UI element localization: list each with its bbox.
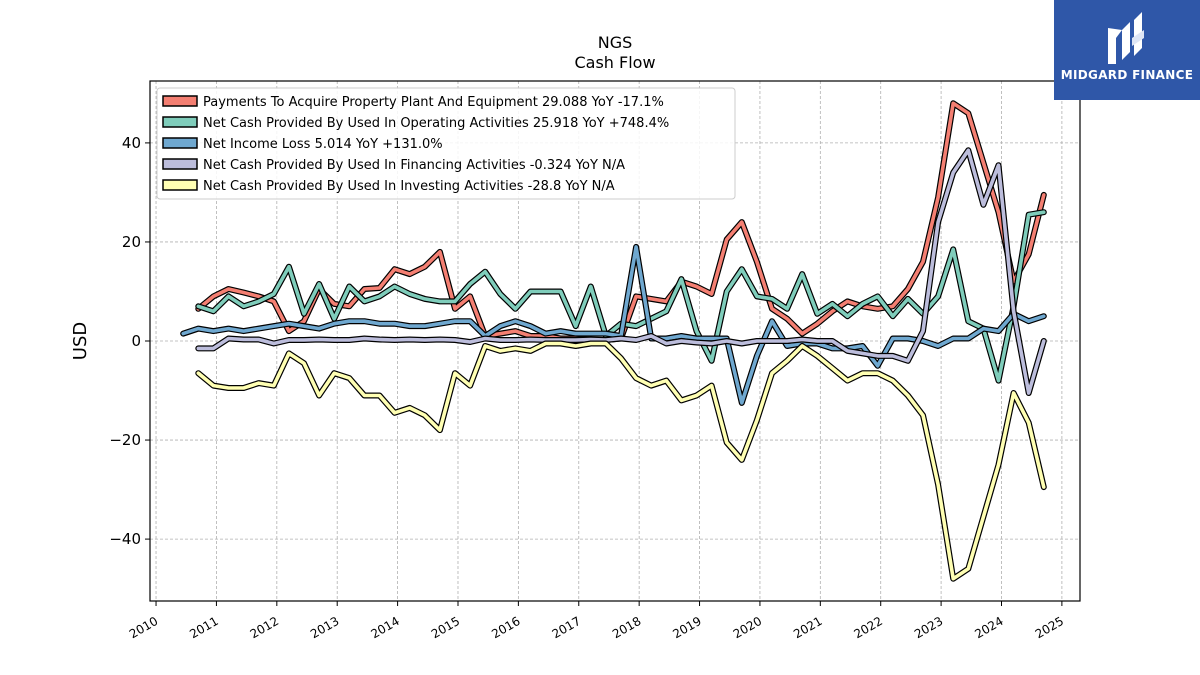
y-tick-label: −20: [109, 431, 141, 449]
x-tick-label: 2025: [1033, 614, 1066, 641]
legend-label-5: Net Cash Provided By Used In Investing A…: [203, 179, 615, 194]
x-tick-label: 2010: [127, 614, 160, 641]
x-tick-label: 2012: [248, 614, 281, 641]
x-tick-label: 2024: [972, 614, 1005, 641]
logo-text: MIDGARD FINANCE: [1060, 68, 1194, 82]
x-tick-label: 2023: [912, 614, 945, 641]
chart-title: NGS: [598, 33, 633, 52]
x-tick-label: 2015: [429, 614, 462, 641]
y-tick-label: 0: [131, 332, 141, 350]
legend-swatch-5: [162, 179, 198, 191]
legend: Payments To Acquire Property Plant And E…: [156, 87, 736, 200]
legend-swatch-3: [162, 137, 198, 149]
x-tick-label: 2011: [187, 614, 220, 641]
legend-label-3: Net Income Loss 5.014 YoY +131.0%: [203, 137, 443, 152]
series-line-4: [196, 148, 1046, 395]
x-tick-label: 2020: [731, 614, 764, 641]
legend-label-2: Net Cash Provided By Used In Operating A…: [203, 116, 669, 131]
x-tick-label: 2017: [550, 614, 583, 641]
brand-logo: MIDGARD FINANCE: [1054, 0, 1200, 100]
x-tick-label: 2014: [368, 614, 401, 641]
legend-swatch-1: [162, 95, 198, 107]
x-tick-label: 2013: [308, 614, 341, 641]
x-tick-label: 2022: [852, 614, 885, 641]
logo-mark-icon: [1108, 12, 1144, 64]
y-axis-label: USD: [70, 322, 91, 360]
y-tick-label: 40: [122, 134, 141, 152]
series-lines: [180, 100, 1047, 582]
x-tick-label: 2019: [670, 614, 703, 641]
legend-label-1: Payments To Acquire Property Plant And E…: [203, 95, 664, 110]
chart-subtitle: Cash Flow: [574, 53, 655, 72]
legend-label-4: Net Cash Provided By Used In Financing A…: [203, 158, 625, 173]
series-outline-5: [195, 340, 1047, 582]
legend-swatch-2: [162, 116, 198, 128]
x-tick-label: 2016: [489, 614, 522, 641]
y-tick-label: 20: [122, 233, 141, 251]
x-tick-label: 2018: [610, 614, 643, 641]
series-line-3: [181, 245, 1046, 405]
y-tick-label: −40: [109, 530, 141, 548]
x-tick-label: 2021: [791, 614, 824, 641]
legend-box: [156, 87, 736, 200]
series-line-5: [196, 341, 1046, 581]
legend-swatch-4: [162, 158, 198, 170]
